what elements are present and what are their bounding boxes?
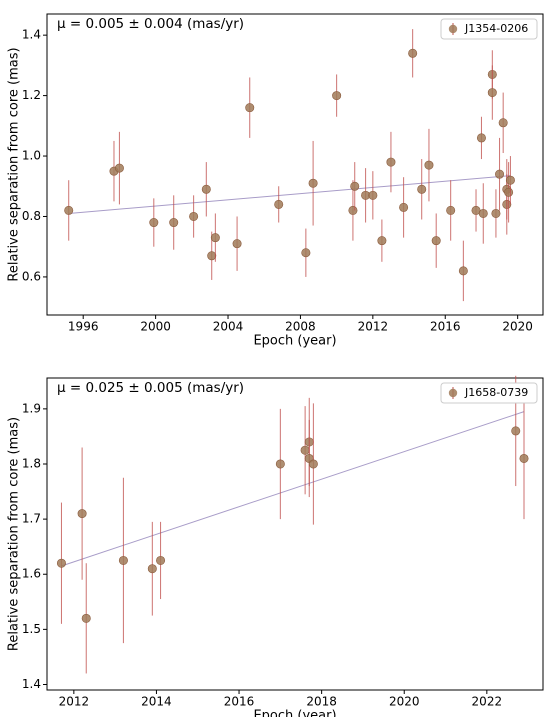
data-point <box>487 88 497 98</box>
data-point <box>156 555 166 565</box>
data-point <box>478 208 488 218</box>
data-point <box>308 178 318 188</box>
data-point <box>386 157 396 167</box>
x-tick-label: 2020 <box>502 320 533 334</box>
y-tick-label: 1.9 <box>22 401 41 415</box>
x-tick-label: 2004 <box>213 320 244 334</box>
x-tick-label: 2020 <box>389 695 420 709</box>
annotation: μ = 0.005 ± 0.004 (mas/yr) <box>57 16 244 32</box>
fit-line <box>68 175 511 214</box>
data-point <box>458 266 468 276</box>
data-point <box>64 205 74 215</box>
data-point <box>399 202 409 212</box>
data-point <box>498 118 508 128</box>
data-point <box>275 459 285 469</box>
data-point <box>424 160 434 170</box>
plot-area <box>46 377 544 691</box>
x-tick-label: 2008 <box>285 320 316 334</box>
x-axis-label: Epoch (year) <box>253 709 336 717</box>
data-point <box>511 426 521 436</box>
data-point <box>245 103 255 113</box>
data-point <box>118 555 128 565</box>
y-tick-label: 0.6 <box>22 269 41 283</box>
data-point <box>300 445 310 455</box>
data-point <box>147 564 157 574</box>
data-point <box>232 239 242 249</box>
data-point <box>169 218 179 228</box>
data-point <box>149 218 159 228</box>
y-tick-label: 1.6 <box>22 567 41 581</box>
y-tick-label: 0.8 <box>22 209 41 223</box>
y-tick-label: 1.8 <box>22 456 41 470</box>
x-tick-label: 2022 <box>472 695 503 709</box>
y-tick-label: 1.4 <box>22 28 41 42</box>
data-point <box>81 613 91 623</box>
legend-label: J1354-0206 <box>464 22 528 35</box>
data-point <box>368 190 378 200</box>
x-tick-label: 2016 <box>430 320 461 334</box>
x-tick-label: 2018 <box>306 695 337 709</box>
data-point <box>114 163 124 173</box>
data-point <box>207 251 217 261</box>
data-point <box>519 453 529 463</box>
data-point <box>417 184 427 194</box>
data-point <box>56 558 66 568</box>
data-point <box>408 48 418 58</box>
x-tick-label: 2014 <box>141 695 172 709</box>
data-point <box>348 205 358 215</box>
data-point <box>350 181 360 191</box>
legend-marker <box>448 24 458 34</box>
legend-label: J1658-0739 <box>464 386 528 399</box>
data-point <box>491 208 501 218</box>
x-tick-label: 2012 <box>358 320 389 334</box>
x-tick-label: 2012 <box>59 695 90 709</box>
x-tick-label: 1996 <box>68 320 99 334</box>
data-point <box>77 509 87 519</box>
y-tick-label: 1.4 <box>22 677 41 691</box>
y-axis-label: Relative separation from core (mas) <box>7 417 22 651</box>
x-axis-label: Epoch (year) <box>253 334 336 349</box>
legend-box <box>440 18 538 40</box>
data-point <box>476 133 486 143</box>
y-axis-label: Relative separation from core (mas) <box>7 47 22 281</box>
data-point <box>332 91 342 101</box>
x-tick-label: 2000 <box>140 320 171 334</box>
data-point <box>505 175 515 185</box>
plot-area <box>46 13 544 316</box>
fit-line <box>61 411 525 567</box>
x-tick-label: 2016 <box>224 695 255 709</box>
data-point <box>495 169 505 179</box>
y-tick-label: 1.7 <box>22 512 41 526</box>
y-tick-label: 1.2 <box>22 88 41 102</box>
data-point <box>189 211 199 221</box>
data-point <box>301 248 311 258</box>
data-point <box>431 236 441 246</box>
data-point <box>504 187 514 197</box>
legend-marker <box>448 388 458 398</box>
legend-box <box>440 382 538 404</box>
data-point <box>308 459 318 469</box>
data-point <box>210 233 220 243</box>
data-point <box>274 199 284 209</box>
annotation: μ = 0.025 ± 0.005 (mas/yr) <box>57 380 244 396</box>
data-point <box>201 184 211 194</box>
y-tick-label: 1.0 <box>22 149 41 163</box>
data-point <box>446 205 456 215</box>
data-point <box>377 236 387 246</box>
y-tick-label: 1.5 <box>22 622 41 636</box>
